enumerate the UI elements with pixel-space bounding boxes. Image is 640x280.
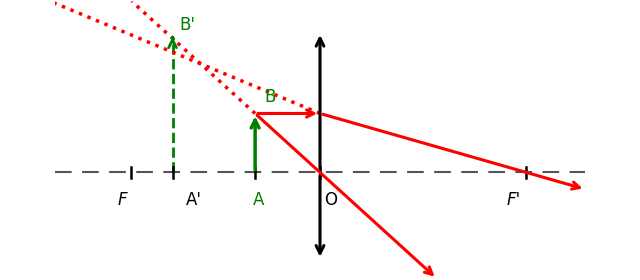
Text: B: B	[264, 88, 275, 106]
Text: B': B'	[180, 16, 196, 34]
Text: A': A'	[186, 191, 202, 209]
Text: O: O	[324, 191, 337, 209]
Text: A: A	[252, 191, 264, 209]
Text: F: F	[118, 191, 127, 209]
Text: F': F'	[506, 191, 520, 209]
